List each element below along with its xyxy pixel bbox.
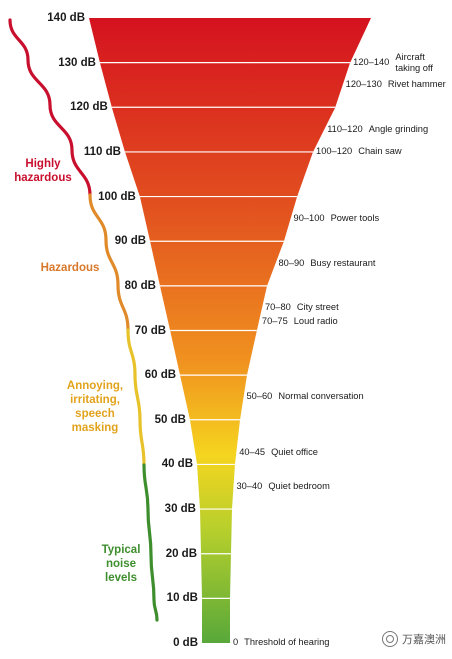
source-range: 40–45 [239,447,266,458]
db-label-130: 130 dB [58,56,96,69]
category-line: noise [105,558,137,570]
source-label: 70–75 Loud radio [262,316,338,327]
db-label-110: 110 dB [83,145,121,158]
source-name: Chain saw [358,145,402,156]
category-line: hazardous [14,172,72,184]
db-label-40: 40 dB [161,458,194,471]
category-line: Annoying, [66,380,124,392]
db-label-120: 120 dB [70,101,108,114]
category-hazardous: Hazardous [30,261,110,275]
category-line: Hazardous [40,262,100,274]
source-name: Busy restaurant [310,257,376,268]
db-label-50: 50 dB [154,413,186,426]
source-range: 30–40 [236,480,263,491]
db-label-60: 60 dB [144,369,177,382]
source-name: Normal conversation [278,391,364,402]
source-range: 110–120 [327,123,363,134]
source-label: 100–120 Chain saw [316,146,402,157]
hazard-curve-green [142,463,159,622]
db-label-100: 100 dB [98,190,136,203]
db-label-10: 10 dB [166,592,198,605]
category-line: irritating, [70,394,120,406]
hazard-curve-orange [88,193,130,332]
source-range: 70–75 [261,315,288,326]
db-label-30: 30 dB [164,503,196,516]
source-range: 100–120 [316,145,353,156]
source-label: 120–130 Rivet hammer [346,79,446,90]
source-label: 40–45 Quiet office [239,447,318,458]
category-highly-hazardous: Highly hazardous [8,157,78,185]
category-line: masking [71,422,119,434]
source-label: 110–120 Angle grinding [327,124,428,135]
source-name: Power tools [330,212,380,223]
watermark: 万嘉澳洲 [382,631,446,647]
source-name: Loud radio [293,315,338,326]
source-name: Rivet hammer [387,78,446,89]
source-name: Quiet bedroom [268,480,330,491]
category-line: Highly [25,158,61,170]
category-line: levels [105,572,137,584]
category-line: speech [75,408,115,420]
db-label-140: 140 dB [47,12,85,24]
source-name: Threshold of hearing [244,637,330,647]
hazard-curve-red [8,18,92,197]
source-name: City street [296,302,339,313]
wechat-icon [382,631,398,647]
source-label: 90–100 Power tools [294,213,380,224]
source-name: Angle grinding [368,123,429,134]
db-label-70: 70 dB [134,324,167,337]
source-label: 0 Threshold of hearing [233,637,329,648]
source-label: 80–90 Busy restaurant [278,258,375,269]
source-range: 70–80 [264,302,291,313]
source-name: taking off [395,62,433,73]
level-gridlines [99,62,351,599]
db-label-90: 90 dB [114,235,147,248]
funnel-title: 140dB Upper threshold of pain [141,3,324,17]
source-range: 120–140 [353,57,390,68]
category-typical-noise: Typical noise levels [92,543,150,585]
source-range: 120–130 [345,78,382,89]
source-label: 30–40 Quiet bedroom [236,481,329,492]
source-label: 120–140 Aircraft taking off [353,52,433,74]
source-range: 90–100 [293,212,325,223]
db-label-80: 80 dB [124,279,156,292]
db-label-0: 0 dB [173,637,198,649]
source-range: 80–90 [278,257,305,268]
source-label: 50–60 Normal conversation [247,391,364,402]
source-label: 70–80 City street [265,302,339,313]
source-name: Aircraft [395,51,425,62]
source-range: 0 [233,637,239,647]
source-name: Quiet office [271,447,318,458]
category-annoying: Annoying, irritating, speech masking [55,379,135,435]
category-line: Typical [101,544,141,556]
hazard-curve-yellow [126,328,146,467]
db-label-20: 20 dB [165,547,198,560]
watermark-text: 万嘉澳洲 [402,634,446,646]
source-range: 50–60 [246,391,273,402]
